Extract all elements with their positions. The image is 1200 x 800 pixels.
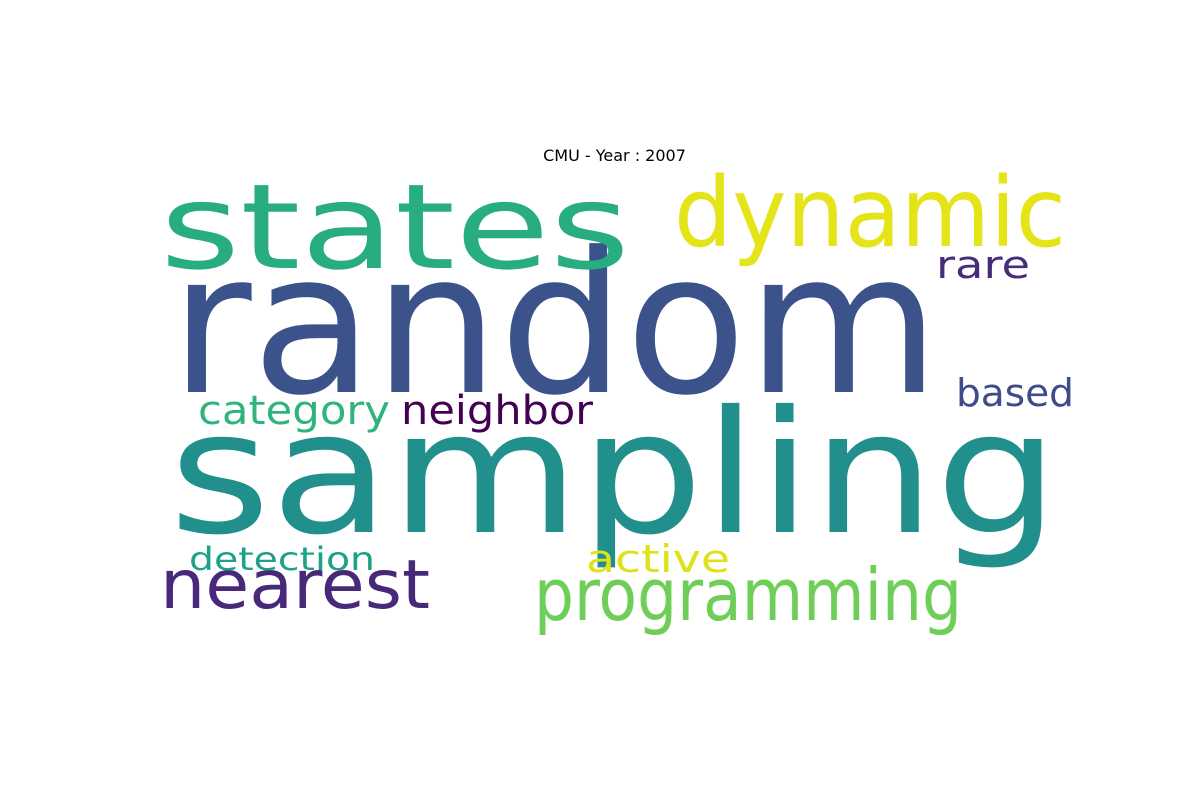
word-rare: rare (936, 243, 1030, 287)
figure-title: CMU - Year : 2007 (543, 146, 686, 165)
word-random: random (170, 211, 940, 439)
word-dynamic: dynamic (674, 157, 1066, 269)
word-detection: detection (189, 540, 375, 578)
word-based: based (956, 371, 1074, 415)
word-nearest: nearest (160, 546, 430, 625)
word-category: category (198, 388, 390, 434)
word-active: active (586, 537, 730, 581)
word-neighbor: neighbor (401, 388, 594, 434)
word-states: states (160, 158, 630, 296)
word-sampling: sampling (169, 375, 1059, 573)
word-programming: programming (534, 553, 962, 637)
